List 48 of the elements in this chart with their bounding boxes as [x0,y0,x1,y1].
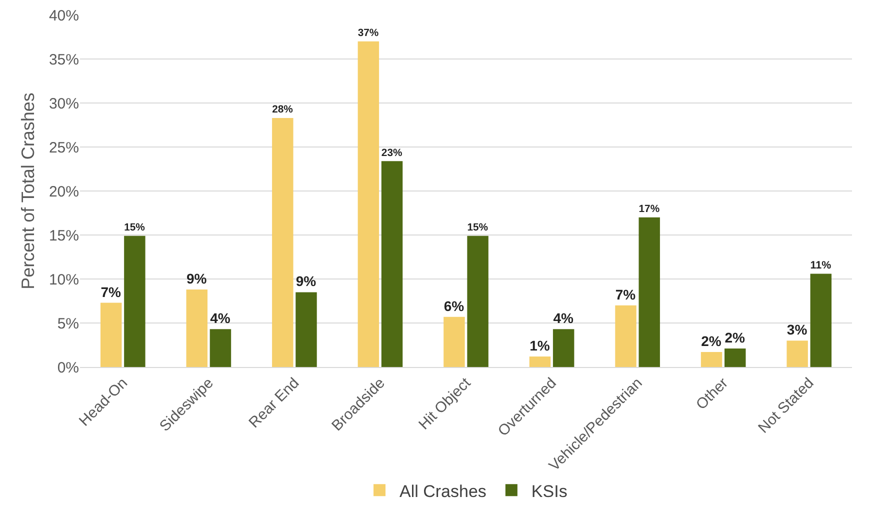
data-label: 15% [467,222,488,234]
bar [186,290,208,367]
bar [467,236,488,367]
y-tick-label: 5% [57,315,79,332]
y-tick-label: 20% [48,183,79,200]
bar [272,118,294,367]
y-tick-label: 35% [48,51,79,68]
y-tick-label: 15% [48,227,79,244]
data-label: 23% [381,148,402,159]
data-label: 1% [530,337,550,354]
data-label: 37% [358,28,379,40]
bar [444,316,465,367]
y-tick-label: 30% [48,95,79,112]
bar [381,161,403,367]
y-tick-label: 10% [48,271,79,288]
data-label: 2% [724,330,746,346]
data-label: 4% [210,310,231,326]
legend-label: KSIs [531,482,568,501]
bar [124,236,146,367]
bar [615,305,636,367]
data-label: 4% [553,310,574,326]
bar [358,41,380,367]
bar [700,352,722,367]
bar [724,348,746,367]
y-tick-label: 25% [48,139,79,156]
data-label: 11% [810,259,832,272]
data-label: 17% [638,204,660,216]
bar [296,292,317,367]
data-label: 7% [100,284,122,300]
data-label: 28% [272,104,293,116]
bar [210,329,232,367]
bar [529,356,551,367]
data-label: 7% [615,286,636,302]
y-tick-label: 0% [57,359,79,376]
data-label: 15% [124,222,145,234]
bar [786,340,808,367]
data-label: 9% [186,270,208,287]
y-tick-label: 40% [48,7,79,24]
bar [810,274,832,367]
data-label: 6% [444,298,465,314]
data-label: 3% [786,322,808,338]
y-axis-title: Percent of Total Crashes [18,92,38,290]
bar [100,302,122,367]
legend-label: All Crashes [400,482,486,501]
bar [552,329,574,367]
bar [638,217,660,367]
data-label: 2% [701,333,722,350]
data-label: 9% [296,273,317,290]
